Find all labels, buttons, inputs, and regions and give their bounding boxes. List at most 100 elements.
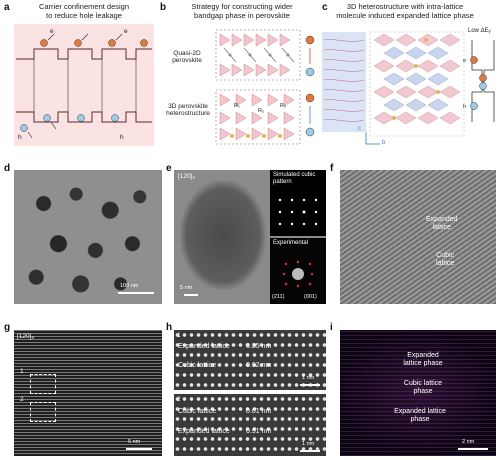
- panel-e-index-001: (001): [304, 294, 317, 300]
- panel-e-zone: [120]ₐ: [178, 173, 195, 180]
- panel-b-title-line2: bandgap phase in perovskite: [194, 10, 290, 20]
- panel-h-bot-cubic-val: 0.61 nm: [246, 408, 272, 415]
- panel-f-expanded-label: Expanded lattice: [426, 216, 458, 231]
- panel-e-experimental-pattern: Experimental (211) (001): [270, 238, 326, 304]
- panel-h-top-image: 1 Expanded lattice 0.85 nm Cubic lattice…: [174, 330, 326, 390]
- panel-a-title: Carrier confinement design to reduce hol…: [14, 2, 154, 20]
- panel-g-box-2-label: 2: [20, 396, 24, 403]
- panel-a-e-label-2: e: [124, 28, 128, 35]
- panel-b-quasi2d-line1: Quasi-2D: [173, 50, 201, 57]
- panel-b-title-line1: Strategy for constructing wider: [191, 2, 293, 11]
- panel-f-expanded-line2: lattice: [432, 223, 451, 231]
- panel-h-top-cubic-val: 0.62 nm: [246, 362, 272, 369]
- panel-c-title-line2: molecule induced expanded lattice phase: [336, 10, 474, 20]
- panel-i-expanded1-line2: lattice phase: [403, 359, 443, 367]
- panel-e-sim-line1: Simulated cubic: [273, 172, 316, 178]
- panel-f-cubic-line1: Cubic: [436, 252, 455, 259]
- panel-h-bot-cubic: Cubic lattice: [178, 408, 217, 415]
- panel-g-scalebar: [126, 448, 152, 450]
- panel-b-3d-line2: heterostructure: [166, 110, 210, 118]
- panel-f-hrtem-image: Expanded lattice Cubic lattice: [340, 170, 496, 304]
- panel-h-bot-expanded: Expanded lattice: [178, 428, 230, 435]
- panel-g-box-1-label: 1: [20, 368, 24, 375]
- panel-b-title: Strategy for constructing wider bandgap …: [168, 2, 316, 20]
- band-diagram-svg: [16, 33, 152, 139]
- panel-i-expanded2-line1: Expanded lattice: [394, 408, 446, 415]
- panel-b-r3: R₃: [280, 103, 287, 109]
- panel-f-cubic-label: Cubic lattice: [436, 252, 454, 267]
- panel-h-top-index: 1: [177, 332, 181, 339]
- panel-h-top-expanded: Expanded lattice: [178, 343, 230, 350]
- panel-e-exp-label: Experimental: [273, 240, 309, 246]
- panel-h-top-cubic: Cubic lattice: [178, 362, 217, 369]
- panel-b-r2: R₂: [258, 108, 265, 114]
- panel-h-bot-index: 2: [177, 396, 181, 403]
- panel-g-box-1: [30, 374, 56, 394]
- panel-e-simulated-pattern: Simulated cubic pattern: [270, 170, 326, 236]
- panel-i-cubic: Cubic lattice phase: [388, 380, 458, 395]
- panel-e-particle: [180, 180, 266, 290]
- panel-c-axis-b: b: [382, 140, 386, 146]
- panel-i-fft-map: Expanded lattice phase Cubic lattice pha…: [340, 330, 496, 456]
- panel-label-i: i: [330, 322, 333, 333]
- panel-a-title-line1: Carrier confinement design: [38, 2, 130, 11]
- panel-g-box-2: [30, 402, 56, 422]
- panel-i-expanded2-line2: phase: [410, 415, 430, 423]
- panel-c-low-eg: Low ΔEᵧ: [468, 28, 491, 34]
- panel-d-tem-image: 100 nm: [14, 170, 162, 304]
- panel-b-structures: R₁ R₂ R₃: [214, 28, 318, 146]
- panel-label-d: d: [4, 163, 11, 174]
- panel-b-structure-svg: [215, 29, 315, 145]
- sim-pattern-svg: [278, 198, 318, 226]
- panel-c-e: e: [463, 58, 467, 64]
- panel-a-h-label: h: [18, 134, 22, 141]
- panel-e-index-211: (211): [272, 294, 285, 300]
- panel-e-scalebar: [184, 294, 198, 296]
- panel-i-cubic-line1: Cubic lattice: [403, 380, 443, 387]
- panel-a-band-diagram: e e h h: [14, 24, 154, 146]
- panel-h-top-expanded-val: 0.85 nm: [246, 343, 272, 350]
- panel-b-3d-line1: 3D perovskite: [168, 103, 208, 110]
- panel-c-title-line1: 3D heterostructure with intra-lattice: [346, 2, 464, 11]
- panel-label-h: h: [166, 322, 173, 333]
- panel-b-3d-label: 3D perovskite heterostructure: [162, 103, 214, 117]
- panel-label-c: c: [322, 2, 328, 13]
- panel-label-b: b: [160, 2, 167, 13]
- panel-i-scale-label: 2 nm: [462, 439, 475, 445]
- panel-d-scale-label: 100 nm: [120, 283, 139, 289]
- panel-b-quasi2d-line2: perovskite: [172, 57, 202, 65]
- panel-e-sim-label: Simulated cubic pattern: [273, 172, 315, 185]
- panel-i-expanded1: Expanded lattice phase: [388, 352, 458, 367]
- panel-e-image: [120]ₐ 5 nm Simulated cubic pattern Expe…: [174, 170, 326, 304]
- panel-b-r1: R₁: [234, 103, 240, 109]
- panel-i-expanded2: Expanded lattice phase: [380, 408, 460, 423]
- panel-label-g: g: [4, 322, 11, 333]
- panel-i-expanded1-line1: Expanded: [407, 352, 439, 359]
- panel-label-a: a: [4, 2, 10, 13]
- panel-f-expanded-line1: Expanded: [426, 216, 458, 223]
- panel-i-cubic-line2: phase: [413, 387, 433, 395]
- panel-h-top-scalebar: [300, 384, 320, 386]
- exp-pattern-svg: [282, 260, 314, 288]
- panel-c-structure: Low ΔEᵧ c b e h: [322, 26, 498, 148]
- panel-g-scale-label: 5 nm: [128, 439, 141, 445]
- panel-i-scalebar: [458, 448, 488, 450]
- panel-a-e-label: e: [50, 28, 54, 35]
- panel-h-bot-scalebar: [300, 450, 320, 452]
- panel-g-haadf-image: [120]ₐ 1 2 5 nm: [14, 330, 162, 456]
- panel-c-h: h: [463, 104, 467, 110]
- panel-h-bot-scale: 1 nm: [302, 441, 315, 447]
- panel-d-scalebar: [118, 292, 154, 294]
- panel-e-scale-label: 5 nm: [180, 285, 193, 291]
- panel-label-e: e: [166, 163, 172, 174]
- panel-g-zone: [120]ₐ: [17, 333, 34, 340]
- panel-a-h-label-2: h: [120, 134, 124, 141]
- panel-h-bottom-image: 2 Cubic lattice 0.61 nm Expanded lattice…: [174, 394, 326, 456]
- panel-c-axis-c: c: [358, 126, 361, 132]
- panel-b-quasi2d-label: Quasi-2D perovskite: [164, 50, 210, 64]
- panel-c-structure-svg: [322, 31, 495, 145]
- panel-f-cubic-line2: lattice: [436, 259, 455, 267]
- panel-h-top-scale: 1 nm: [302, 375, 315, 381]
- panel-label-f: f: [330, 163, 334, 174]
- panel-e-sim-line2: pattern: [273, 178, 292, 185]
